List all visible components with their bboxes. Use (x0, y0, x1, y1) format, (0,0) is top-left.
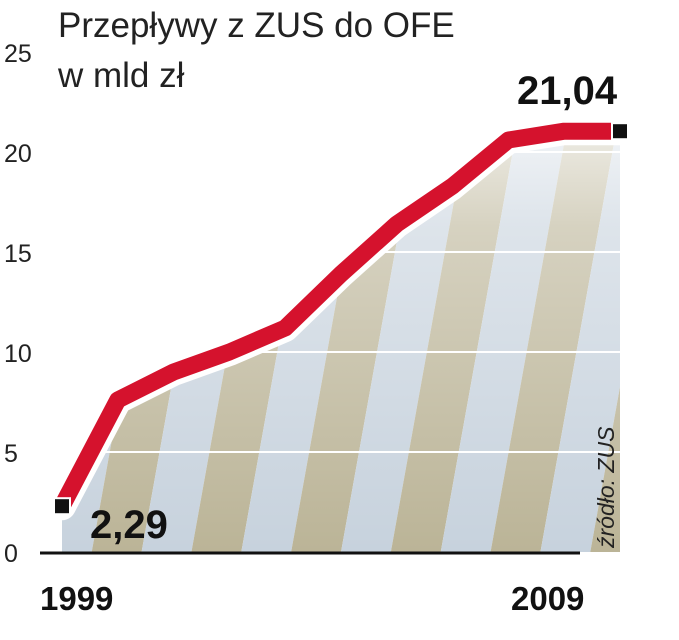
area-stripe (640, 52, 679, 552)
chart-title: Przepływy z ZUS do OFE (58, 6, 455, 45)
chart-subtitle: w mld zł (58, 56, 185, 95)
data-point-start (53, 497, 71, 516)
data-label-start: 2,29 (90, 503, 168, 547)
x-tick-label-start: 1999 (40, 580, 113, 617)
y-tick-label: 0 (4, 540, 18, 568)
y-tick-label: 25 (4, 40, 32, 68)
data-point-end (611, 122, 629, 141)
data-label-end: 21,04 (517, 69, 618, 113)
y-tick-label: 10 (4, 340, 32, 368)
y-tick-label: 5 (4, 440, 18, 468)
y-tick-label: 20 (4, 140, 32, 168)
series-line (53, 122, 629, 515)
source-note: źródło: ZUS (593, 426, 619, 549)
y-tick-label: 15 (4, 240, 32, 268)
x-tick-label-end: 2009 (511, 580, 584, 617)
